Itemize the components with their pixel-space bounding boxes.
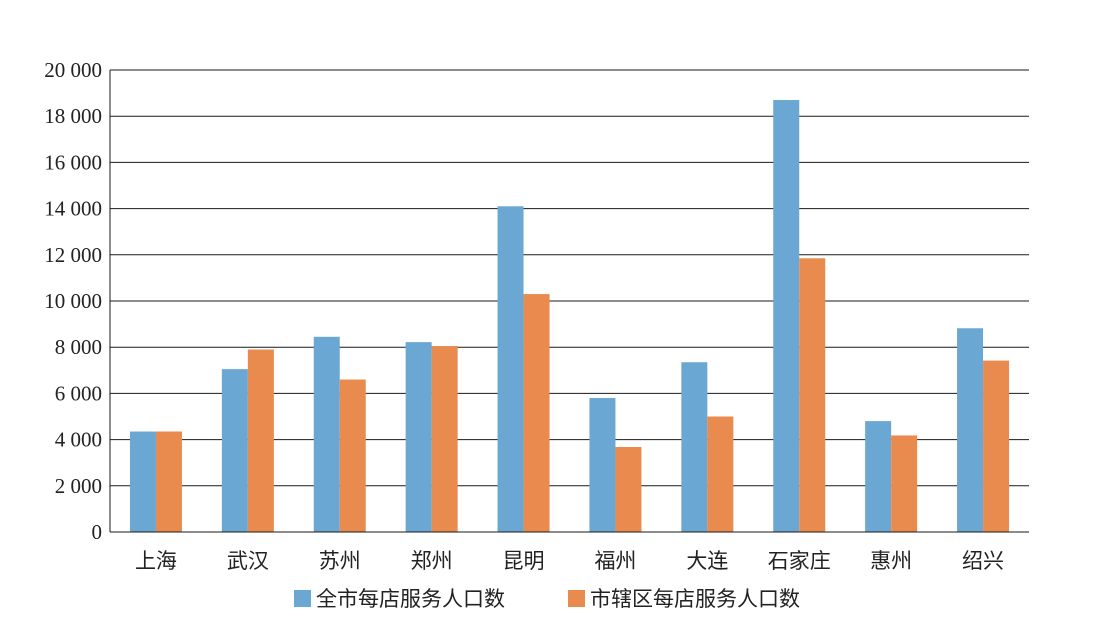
bar-district: [155, 431, 182, 532]
bar-city: [497, 206, 524, 533]
y-tick-label: 2 000: [55, 474, 102, 498]
bar-city: [129, 431, 156, 532]
bar-city: [681, 362, 708, 532]
x-category-label: 上海: [135, 549, 177, 573]
bar-district: [523, 294, 550, 532]
y-tick-label: 18 000: [44, 104, 102, 128]
y-tick-labels: 0 2 000 4 000 6 000 8 000 10 000 12 000 14 000 1…: [44, 58, 102, 544]
bar-city: [313, 336, 340, 532]
legend-swatch: [294, 590, 311, 607]
y-tick-label: 8 000: [55, 335, 102, 359]
axes: [109, 70, 1029, 533]
legend-swatch: [568, 590, 585, 607]
x-category-label: 苏州: [319, 549, 361, 573]
bar-city: [221, 369, 248, 532]
bar-city: [405, 342, 432, 532]
bar-district: [983, 360, 1010, 532]
bar-district: [891, 435, 918, 532]
x-category-label: 大连: [686, 549, 728, 573]
bar-city: [589, 398, 616, 532]
bar-district: [431, 346, 458, 532]
x-category-label: 武汉: [227, 549, 269, 573]
y-tick-label: 12 000: [44, 243, 102, 267]
x-category-label: 绍兴: [962, 549, 1004, 573]
y-tick-label: 10 000: [44, 289, 102, 313]
bar-city: [865, 421, 892, 532]
y-tick-label: 0: [92, 520, 103, 544]
bars: [129, 100, 1010, 533]
bar-city: [773, 100, 800, 532]
x-category-labels: 上海 武汉 苏州 郑州 昆明 福州 大连 石家庄 惠州 绍兴: [135, 549, 1004, 573]
x-category-label: 石家庄: [768, 549, 831, 573]
bar-district: [247, 349, 274, 532]
x-category-label: 郑州: [411, 549, 453, 573]
x-category-label: 福州: [594, 549, 636, 573]
bar-city: [957, 328, 984, 532]
y-tick-label: 6 000: [55, 381, 102, 405]
bar-district: [615, 446, 642, 532]
y-tick-label: 20 000: [44, 58, 102, 82]
bar-district: [339, 379, 366, 532]
bar-district: [707, 416, 734, 532]
bar-district: [799, 258, 826, 532]
x-category-label: 惠州: [870, 549, 912, 573]
legend-label: 全市每店服务人口数: [316, 587, 505, 611]
legend-label: 市辖区每店服务人口数: [590, 587, 800, 611]
y-tick-label: 4 000: [55, 428, 102, 452]
x-category-label: 昆明: [503, 549, 545, 573]
y-tick-label: 14 000: [44, 197, 102, 221]
legend: 全市每店服务人口数 市辖区每店服务人口数: [294, 587, 800, 611]
y-tick-label: 16 000: [44, 150, 102, 174]
